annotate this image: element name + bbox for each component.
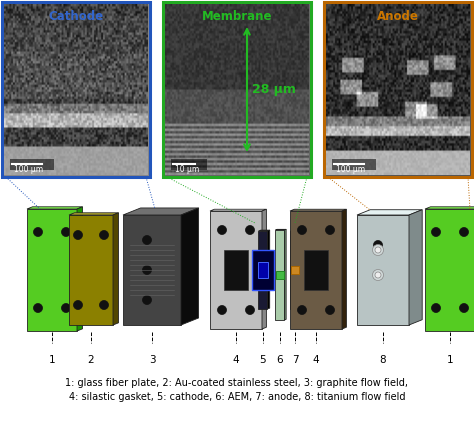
Text: 1: 1 xyxy=(49,355,55,365)
Bar xyxy=(2,2,150,177)
Text: 4: silastic gasket, 5: cathode, 6: AEM, 7: anode, 8: titanium flow field: 4: silastic gasket, 5: cathode, 6: AEM, … xyxy=(69,392,405,402)
Text: 8: 8 xyxy=(380,355,386,365)
Polygon shape xyxy=(284,229,286,320)
Polygon shape xyxy=(291,230,301,231)
Polygon shape xyxy=(27,209,77,331)
Polygon shape xyxy=(290,209,346,211)
Bar xyxy=(276,271,284,279)
Polygon shape xyxy=(300,230,301,309)
Polygon shape xyxy=(258,230,270,231)
Circle shape xyxy=(375,247,381,253)
Polygon shape xyxy=(290,211,342,329)
Text: 2: 2 xyxy=(88,355,94,365)
Circle shape xyxy=(459,228,468,236)
Circle shape xyxy=(218,225,227,235)
Circle shape xyxy=(246,225,255,235)
Bar xyxy=(324,2,472,177)
Polygon shape xyxy=(181,208,199,325)
Circle shape xyxy=(73,300,82,310)
Circle shape xyxy=(374,240,383,250)
Polygon shape xyxy=(113,213,118,325)
Polygon shape xyxy=(409,210,422,325)
Polygon shape xyxy=(258,231,267,309)
Polygon shape xyxy=(275,229,286,230)
Circle shape xyxy=(34,303,43,313)
Polygon shape xyxy=(342,209,346,329)
Text: Anode: Anode xyxy=(377,10,419,22)
Circle shape xyxy=(143,265,152,274)
Polygon shape xyxy=(77,207,82,331)
Polygon shape xyxy=(69,213,118,215)
Circle shape xyxy=(373,244,383,255)
Circle shape xyxy=(431,228,440,236)
Circle shape xyxy=(34,228,43,236)
Polygon shape xyxy=(357,215,409,325)
Circle shape xyxy=(62,228,71,236)
Polygon shape xyxy=(425,209,474,331)
Circle shape xyxy=(298,306,307,314)
Bar xyxy=(171,159,207,170)
Polygon shape xyxy=(210,209,266,211)
Circle shape xyxy=(218,306,227,314)
Circle shape xyxy=(62,303,71,313)
Bar xyxy=(258,262,268,278)
Circle shape xyxy=(326,225,335,235)
Bar xyxy=(332,159,376,170)
Circle shape xyxy=(100,300,109,310)
Text: 10 μm: 10 μm xyxy=(175,164,199,173)
Circle shape xyxy=(375,272,381,278)
Text: 4: 4 xyxy=(233,355,239,365)
Polygon shape xyxy=(267,230,270,309)
Text: 3: 3 xyxy=(149,355,155,365)
Polygon shape xyxy=(69,215,113,325)
Bar xyxy=(224,250,248,290)
Text: 100 μm: 100 μm xyxy=(14,164,43,173)
Circle shape xyxy=(100,231,109,239)
Polygon shape xyxy=(123,208,199,215)
Polygon shape xyxy=(357,210,422,215)
Text: 100 μm: 100 μm xyxy=(336,164,365,173)
Text: 5: 5 xyxy=(260,355,266,365)
Text: 1: glass fiber plate, 2: Au-coated stainless steel, 3: graphite flow field,: 1: glass fiber plate, 2: Au-coated stain… xyxy=(65,378,409,388)
Circle shape xyxy=(373,269,383,280)
Text: 1: 1 xyxy=(447,355,453,365)
Bar xyxy=(252,250,274,290)
Circle shape xyxy=(431,303,440,313)
Polygon shape xyxy=(275,230,284,320)
Circle shape xyxy=(73,231,82,239)
Text: 28 μm: 28 μm xyxy=(252,83,296,96)
Polygon shape xyxy=(262,209,266,329)
Circle shape xyxy=(459,303,468,313)
Polygon shape xyxy=(123,215,181,325)
Polygon shape xyxy=(210,211,262,329)
Text: Cathode: Cathode xyxy=(48,10,103,22)
Text: 6: 6 xyxy=(277,355,283,365)
Text: Membrane: Membrane xyxy=(202,10,272,22)
Text: 4: 4 xyxy=(313,355,319,365)
Bar xyxy=(10,159,54,170)
Polygon shape xyxy=(291,231,300,309)
Polygon shape xyxy=(425,207,474,209)
Text: 7: 7 xyxy=(292,355,298,365)
Bar xyxy=(291,266,299,274)
Circle shape xyxy=(246,306,255,314)
Bar xyxy=(163,2,311,177)
Circle shape xyxy=(143,295,152,304)
Circle shape xyxy=(326,306,335,314)
Polygon shape xyxy=(27,207,82,209)
Circle shape xyxy=(143,235,152,244)
Circle shape xyxy=(374,270,383,280)
Bar xyxy=(304,250,328,290)
Circle shape xyxy=(298,225,307,235)
